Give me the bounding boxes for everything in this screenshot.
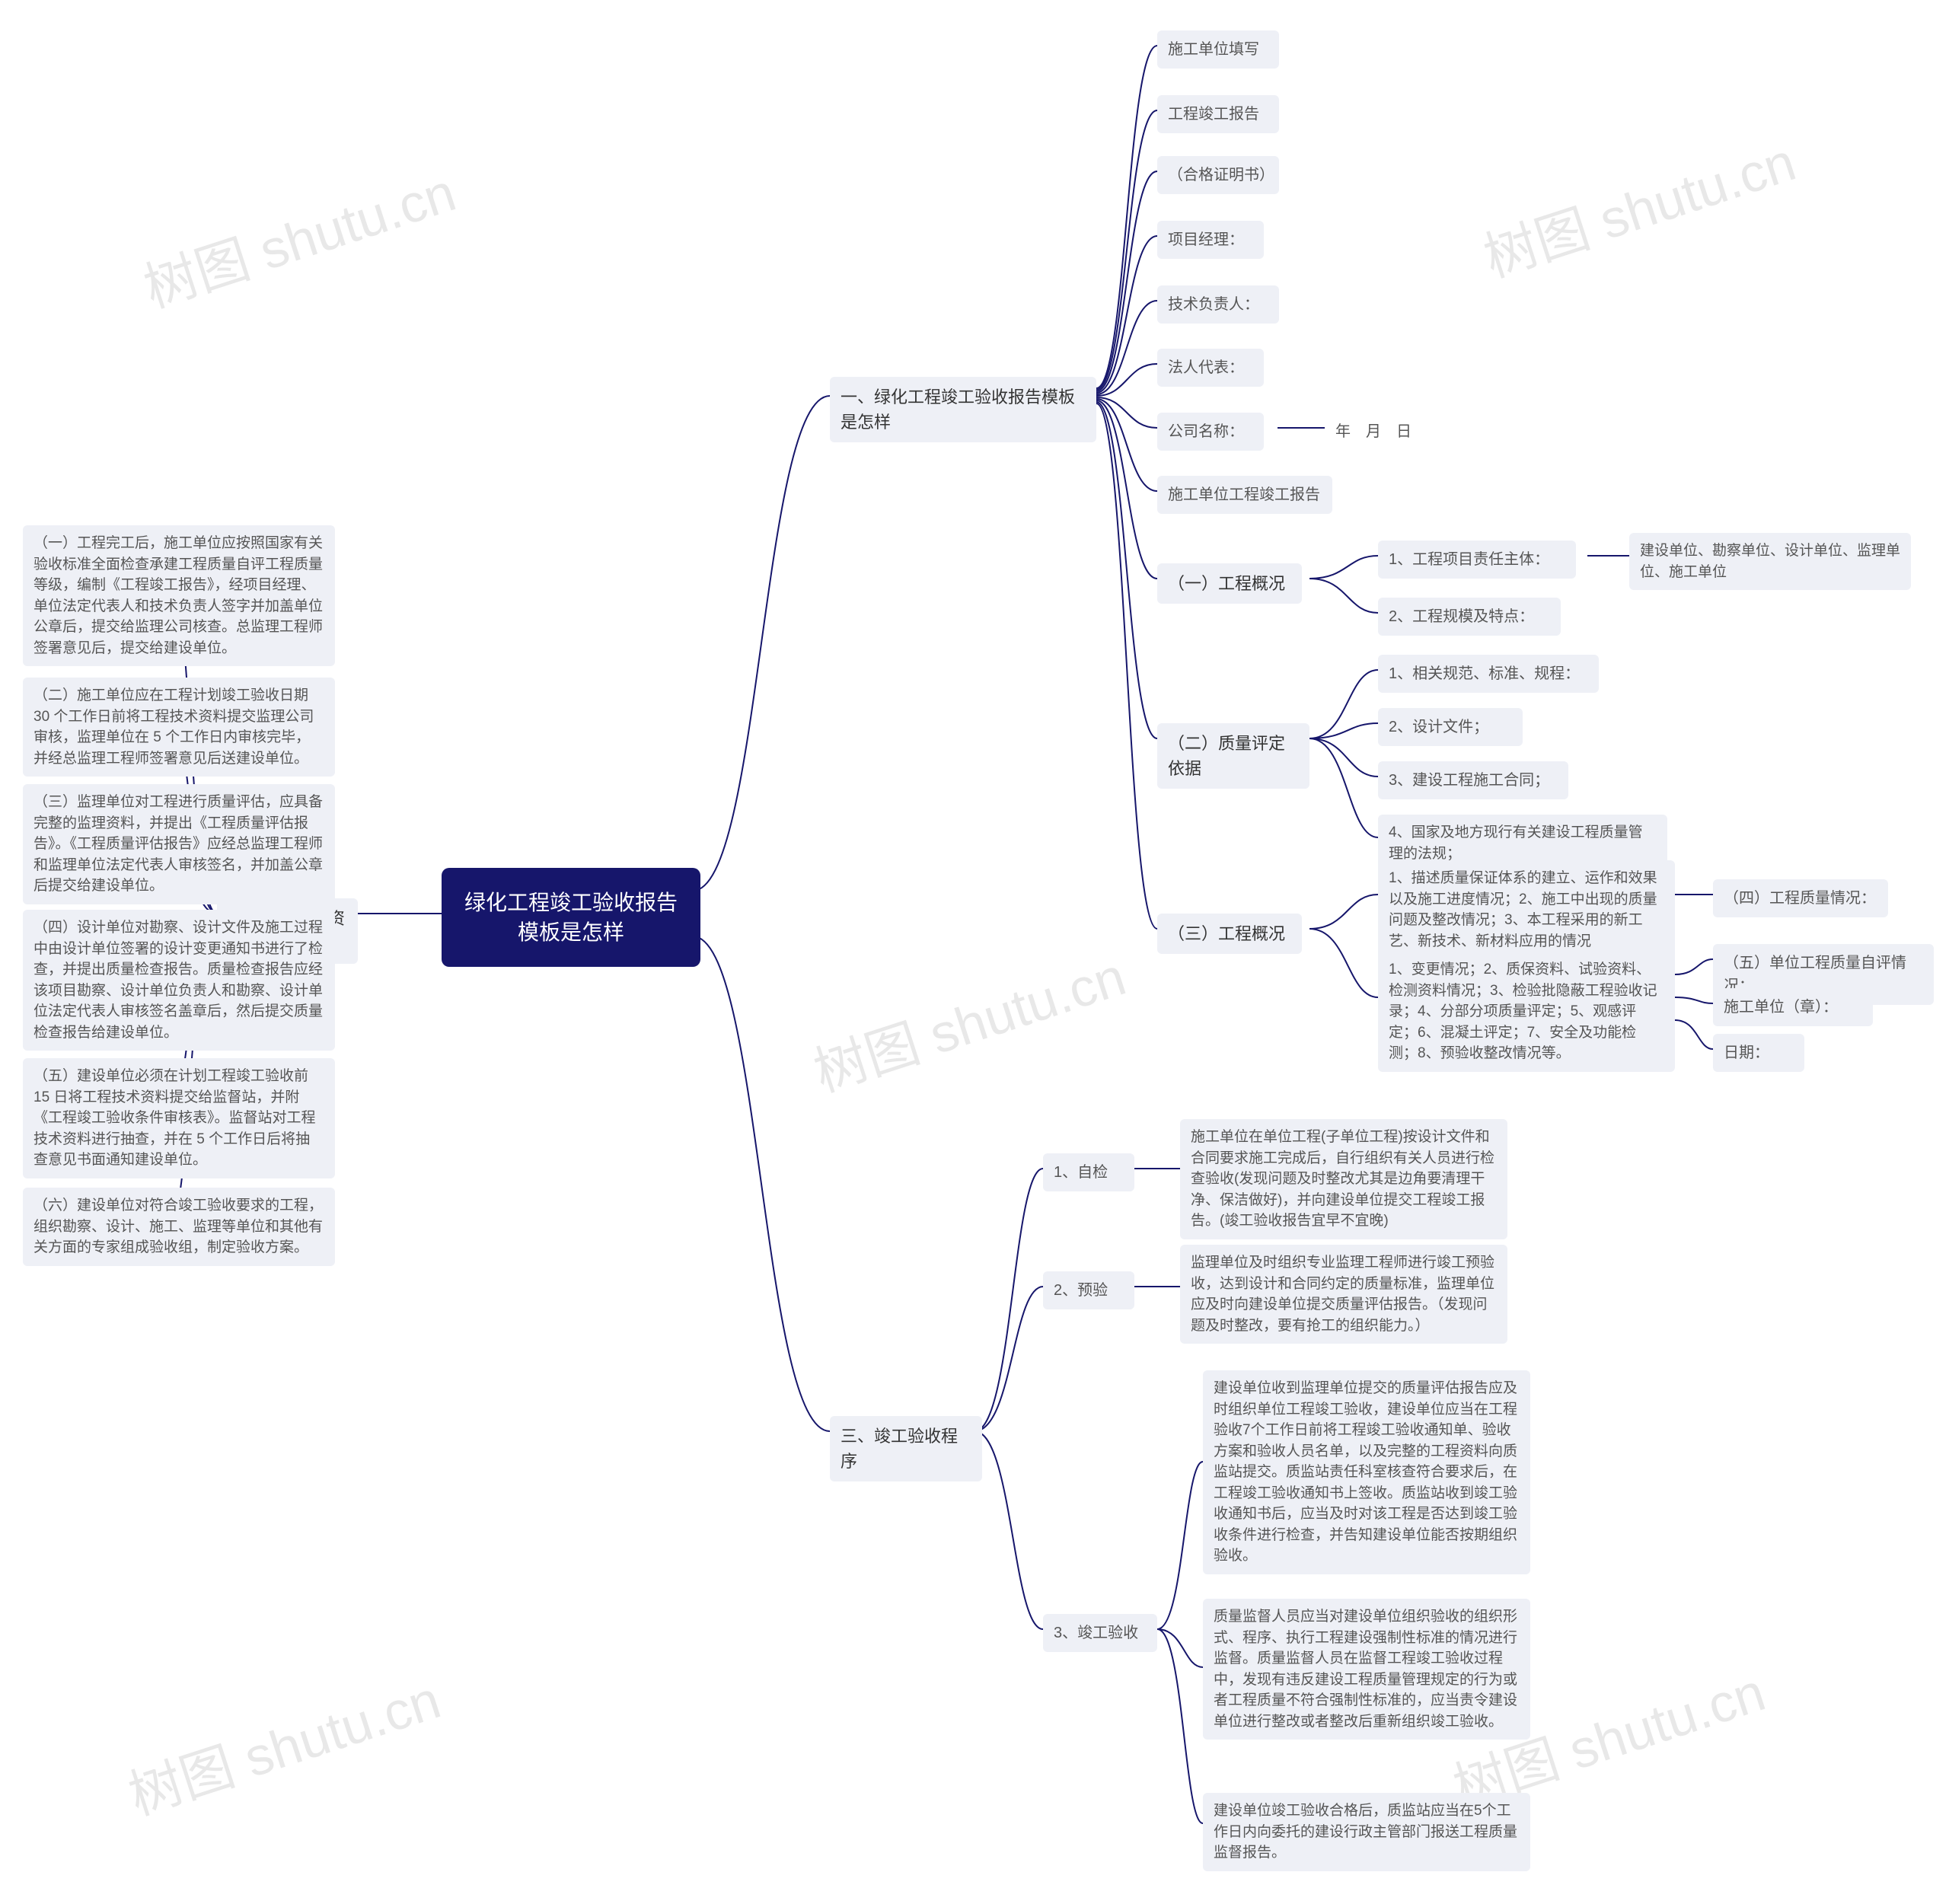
s3-3-b3: 建设单位竣工验收合格后，质监站应当在5个工作日内向委托的建设行政主管部门报送工程… <box>1203 1793 1530 1871</box>
s2-p4: （四）设计单位对勘察、设计文件及施工过程中由设计单位签署的设计变更通知书进行了检… <box>23 910 335 1051</box>
gk1-a: 1、工程项目责任主体： <box>1378 541 1576 579</box>
watermark: 树图 shutu.cn <box>133 150 464 323</box>
s1-item-7-suffix-text: 年 月 日 <box>1335 423 1412 440</box>
gk3-b-sub2: 施工单位（章）： <box>1713 988 1873 1026</box>
s1-item-2: 工程竣工报告 <box>1157 95 1279 133</box>
s3-3-label: 3、竣工验收 <box>1043 1614 1157 1652</box>
s3-2-body-text: 监理单位及时组织专业监理工程师进行竣工预验收，达到设计和合同约定的质量标准，监理… <box>1191 1255 1494 1334</box>
s2-p5-text: （五）建设单位必须在计划工程竣工验收前 15 日将工程技术资料提交给监督站，并附… <box>33 1068 316 1168</box>
gk1-a-note-text: 建设单位、勘察单位、设计单位、监理单位、施工单位 <box>1640 543 1900 580</box>
gk1-title: （一）工程概况 <box>1168 574 1285 593</box>
s1-item-2-text: 工程竣工报告 <box>1168 106 1259 123</box>
gk2-b-text: 2、设计文件； <box>1389 719 1488 735</box>
s1-item-6: 法人代表： <box>1157 349 1264 387</box>
s2-p4-text: （四）设计单位对勘察、设计文件及施工过程中由设计单位签署的设计变更通知书进行了检… <box>33 920 323 1041</box>
gk3-node: （三）工程概况 <box>1157 914 1302 954</box>
s3-3-b1-text: 建设单位收到监理单位提交的质量评估报告应及时组织单位工程竣工验收，建设单位应当在… <box>1214 1380 1517 1564</box>
s1-item-5-text: 技术负责人： <box>1168 296 1259 313</box>
s1-item-4-text: 项目经理： <box>1168 231 1244 248</box>
s3-3-b1: 建设单位收到监理单位提交的质量评估报告应及时组织单位工程竣工验收，建设单位应当在… <box>1203 1370 1530 1574</box>
s2-p2-text: （二）施工单位应在工程计划竣工验收日期 30 个工作日前将工程技术资料提交监理公… <box>33 687 314 767</box>
gk1-b: 2、工程规模及特点： <box>1378 598 1561 636</box>
s1-item-1-text: 施工单位填写 <box>1168 41 1259 58</box>
mindmap-canvas: 树图 shutu.cn 树图 shutu.cn 树图 shutu.cn 树图 s… <box>0 0 1949 1904</box>
gk3-b-sub3-text: 日期： <box>1724 1044 1769 1061</box>
root-label: 绿化工程竣工验收报告模板是怎样 <box>464 891 678 944</box>
gk3-b-sub2-text: 施工单位（章）： <box>1724 999 1838 1016</box>
s3-2-body: 监理单位及时组织专业监理工程师进行竣工预验收，达到设计和合同约定的质量标准，监理… <box>1180 1245 1507 1344</box>
watermark: 树图 shutu.cn <box>803 934 1134 1107</box>
s2-p6-text: （六）建设单位对符合竣工验收要求的工程，组织勘察、设计、施工、监理等单位和其他有… <box>33 1198 323 1255</box>
s3-3-b2-text: 质量监督人员应当对建设单位组织验收的组织形式、程序、执行工程建设强制性标准的情况… <box>1214 1609 1517 1730</box>
s1-item-8-text: 施工单位工程竣工报告 <box>1168 486 1320 503</box>
gk2-c: 3、建设工程施工合同； <box>1378 761 1568 799</box>
gk3-title: （三）工程概况 <box>1168 924 1285 943</box>
gk2-b: 2、设计文件； <box>1378 708 1523 746</box>
s2-p3: （三）监理单位对工程进行质量评估，应具备完整的监理资料，并提出《工程质量评估报告… <box>23 784 335 904</box>
gk3-a-text: 1、描述质量保证体系的建立、运作和效果以及施工进度情况；2、施工中出现的质量问题… <box>1389 870 1657 949</box>
s1-item-7-suffix: 年 月 日 <box>1325 413 1439 451</box>
s1-item-4: 项目经理： <box>1157 221 1264 259</box>
gk3-b-sub3: 日期： <box>1713 1034 1804 1072</box>
s1-item-7: 公司名称： <box>1157 413 1264 451</box>
gk1-node: （一）工程概况 <box>1157 563 1302 604</box>
gk1-a-text: 1、工程项目责任主体： <box>1389 551 1549 568</box>
section3-node: 三、竣工验收程序 <box>830 1416 982 1481</box>
gk3-b: 1、变更情况；2、质保资料、试验资料、检测资料情况；3、检验批隐蔽工程验收记录；… <box>1378 952 1675 1072</box>
gk1-b-text: 2、工程规模及特点： <box>1389 608 1534 625</box>
gk2-node: （二）质量评定依据 <box>1157 723 1309 789</box>
s1-item-3: （合格证明书） <box>1157 156 1279 194</box>
section3-title: 三、竣工验收程序 <box>841 1427 958 1471</box>
s3-1-label: 1、自检 <box>1043 1153 1134 1191</box>
gk2-a: 1、相关规范、标准、规程： <box>1378 655 1599 693</box>
root-node: 绿化工程竣工验收报告模板是怎样 <box>442 868 700 967</box>
gk3-a-sub-text: （四）工程质量情况： <box>1724 890 1876 907</box>
gk3-b-text: 1、变更情况；2、质保资料、试验资料、检测资料情况；3、检验批隐蔽工程验收记录；… <box>1389 962 1657 1061</box>
gk2-c-text: 3、建设工程施工合同； <box>1389 772 1549 789</box>
gk2-a-text: 1、相关规范、标准、规程： <box>1389 665 1580 682</box>
s1-item-1: 施工单位填写 <box>1157 30 1279 69</box>
s3-1-label-text: 1、自检 <box>1054 1164 1108 1181</box>
s2-p6: （六）建设单位对符合竣工验收要求的工程，组织勘察、设计、施工、监理等单位和其他有… <box>23 1188 335 1266</box>
section1-node: 一、绿化工程竣工验收报告模板是怎样 <box>830 377 1096 442</box>
s1-item-6-text: 法人代表： <box>1168 359 1244 376</box>
s3-3-label-text: 3、竣工验收 <box>1054 1625 1138 1641</box>
s1-item-8: 施工单位工程竣工报告 <box>1157 476 1332 514</box>
gk3-a-sub: （四）工程质量情况： <box>1713 879 1888 917</box>
s2-p1-text: （一）工程完工后，施工单位应按照国家有关验收标准全面检查承建工程质量自评工程质量… <box>33 535 323 656</box>
s3-2-label: 2、预验 <box>1043 1271 1134 1309</box>
s2-p5: （五）建设单位必须在计划工程竣工验收前 15 日将工程技术资料提交给监督站，并附… <box>23 1058 335 1178</box>
s3-1-body: 施工单位在单位工程(子单位工程)按设计文件和合同要求施工完成后，自行组织有关人员… <box>1180 1119 1507 1239</box>
s1-item-5: 技术负责人： <box>1157 285 1279 324</box>
gk2-title: （二）质量评定依据 <box>1168 734 1285 778</box>
gk2-d-text: 4、国家及地方现行有关建设工程质量管理的法规； <box>1389 824 1643 862</box>
s2-p1: （一）工程完工后，施工单位应按照国家有关验收标准全面检查承建工程质量自评工程质量… <box>23 525 335 666</box>
s1-item-7-text: 公司名称： <box>1168 423 1244 440</box>
s3-2-label-text: 2、预验 <box>1054 1282 1108 1299</box>
s3-3-b2: 质量监督人员应当对建设单位组织验收的组织形式、程序、执行工程建设强制性标准的情况… <box>1203 1599 1530 1740</box>
watermark: 树图 shutu.cn <box>118 1657 449 1830</box>
s1-item-3-text: （合格证明书） <box>1168 167 1274 183</box>
watermark: 树图 shutu.cn <box>1473 120 1804 292</box>
s2-p3-text: （三）监理单位对工程进行质量评估，应具备完整的监理资料，并提出《工程质量评估报告… <box>33 794 323 894</box>
gk3-a: 1、描述质量保证体系的建立、运作和效果以及施工进度情况；2、施工中出现的质量问题… <box>1378 860 1675 959</box>
s3-1-body-text: 施工单位在单位工程(子单位工程)按设计文件和合同要求施工完成后，自行组织有关人员… <box>1191 1129 1494 1229</box>
s3-3-b3-text: 建设单位竣工验收合格后，质监站应当在5个工作日内向委托的建设行政主管部门报送工程… <box>1214 1803 1517 1861</box>
s2-p2: （二）施工单位应在工程计划竣工验收日期 30 个工作日前将工程技术资料提交监理公… <box>23 678 335 777</box>
gk1-a-note: 建设单位、勘察单位、设计单位、监理单位、施工单位 <box>1629 533 1911 590</box>
section1-title: 一、绿化工程竣工验收报告模板是怎样 <box>841 387 1075 432</box>
